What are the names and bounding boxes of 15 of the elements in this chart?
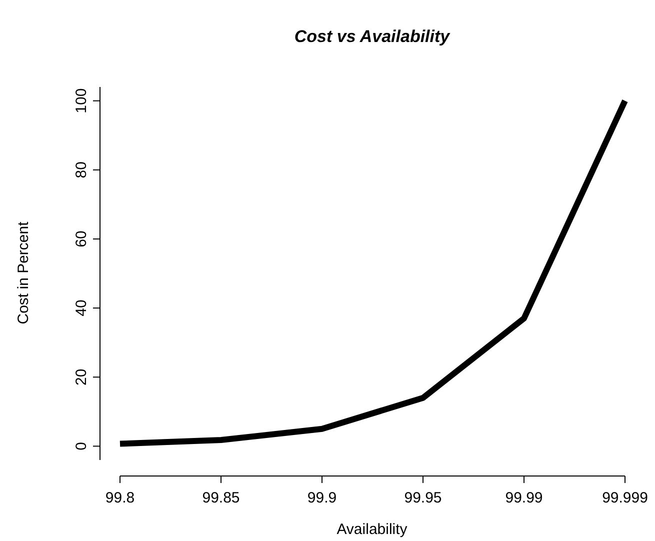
y-tick-label: 80 [73, 162, 90, 178]
chart-title: Cost vs Availability [294, 27, 452, 46]
y-tick-label: 60 [73, 230, 90, 248]
x-tick-label: 99.999 [602, 490, 648, 506]
y-tick-label: 0 [73, 442, 90, 450]
y-axis-title: Cost in Percent [15, 220, 32, 324]
x-axis-title: Availability [336, 521, 408, 538]
x-tick-label: 99.9 [307, 490, 337, 506]
x-tick-label: 99.99 [505, 490, 543, 506]
y-tick-label: 40 [73, 300, 90, 316]
y-tick-label: 100 [73, 88, 90, 114]
x-tick-label: 99.8 [105, 490, 135, 506]
x-tick-label: 99.85 [202, 490, 240, 506]
x-tick-label: 99.95 [404, 490, 442, 506]
y-tick-label: 20 [73, 368, 90, 386]
